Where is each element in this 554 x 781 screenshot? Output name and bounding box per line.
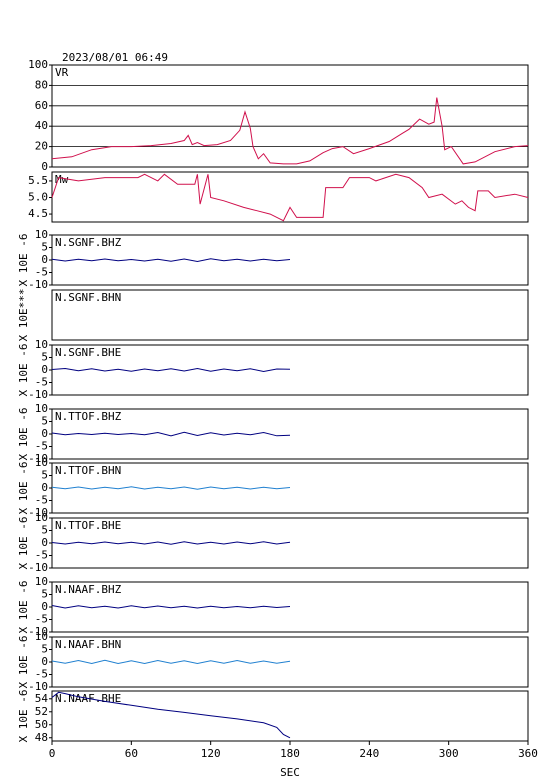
panel-label: N.TTOF.BHZ [55, 410, 122, 423]
panel-frame [51, 462, 529, 514]
y-tick-label: 5 [41, 469, 48, 482]
y-tick-label: -10 [28, 278, 48, 291]
y-tick-label: 5.0 [28, 190, 48, 203]
y-tick-label: -5 [35, 266, 48, 279]
x-tick-label: 60 [125, 747, 138, 760]
y-tick-label: 40 [35, 119, 48, 132]
y-tick-label: 10 [35, 575, 48, 588]
y-tick-label: 48 [35, 731, 48, 744]
trace-line [51, 486, 291, 490]
chart-title: 2023/08/01 06:49 [62, 51, 168, 64]
trace-line [51, 367, 291, 373]
panel-label: VR [55, 66, 69, 79]
panel-frame [51, 64, 529, 168]
panel-label: N.TTOF.BHN [55, 464, 121, 477]
x-tick-label: 120 [201, 747, 221, 760]
y-tick-label: 0 [41, 655, 48, 668]
y-tick-label: -5 [35, 376, 48, 389]
x-tick-label: 300 [439, 747, 459, 760]
y-tick-label: -10 [28, 506, 48, 519]
panel-frame [51, 344, 529, 396]
y-tick-label: -5 [35, 613, 48, 626]
y-tick-label: -5 [35, 549, 48, 562]
y-axis-label: X 10E -6 [17, 408, 30, 461]
trace-line [51, 605, 291, 609]
y-tick-label: 5.5 [28, 174, 48, 187]
y-tick-label: 0 [41, 363, 48, 376]
y-tick-label: 50 [35, 718, 48, 731]
y-tick-label: 54 [35, 692, 49, 705]
y-tick-label: 80 [35, 78, 48, 91]
y-tick-label: 0 [41, 481, 48, 494]
panel-label: N.TTOF.BHE [55, 519, 121, 532]
y-axis-label: X 10E -6 [17, 462, 30, 515]
y-tick-label: 100 [28, 58, 48, 71]
panel-frame [51, 636, 529, 688]
panel-frame [51, 234, 529, 286]
y-tick-label: 60 [35, 99, 48, 112]
panel-label: Mw [55, 173, 69, 186]
y-tick-label: 5 [41, 241, 48, 254]
y-tick-label: -10 [28, 625, 48, 638]
y-axis-label: X 10E -6 [17, 517, 30, 570]
y-tick-label: 20 [35, 140, 48, 153]
panel-frame [51, 171, 529, 223]
y-axis-label: X 10E -6 [17, 581, 30, 634]
x-tick-label: 180 [280, 747, 300, 760]
x-tick-label: 360 [518, 747, 538, 760]
y-tick-label: 0 [41, 253, 48, 266]
panel-frame [51, 289, 529, 341]
y-axis-label: X 10E -6 [17, 234, 30, 287]
trace-line [51, 258, 291, 263]
trace-line [51, 431, 291, 437]
y-tick-label: -5 [35, 440, 48, 453]
y-tick-label: 52 [35, 705, 48, 718]
y-tick-label: 5 [41, 524, 48, 537]
y-axis-label: X 10E -6 [17, 344, 30, 397]
panel-label: N.NAAF.BHN [55, 638, 121, 651]
y-axis-label: X 10E -6 [17, 690, 30, 743]
trace-line [51, 97, 529, 165]
y-tick-label: 5 [41, 643, 48, 656]
y-tick-label: -10 [28, 561, 48, 574]
y-tick-label: 5 [41, 588, 48, 601]
y-tick-label: 0 [41, 160, 48, 173]
y-tick-label: -10 [28, 452, 48, 465]
y-tick-label: 5 [41, 415, 48, 428]
y-tick-label: 10 [35, 511, 48, 524]
panel-label: N.SGNF.BHE [55, 346, 121, 359]
y-tick-label: 10 [35, 630, 48, 643]
y-tick-label: 10 [35, 402, 48, 415]
panel-label: N.SGNF.BHN [55, 291, 121, 304]
x-tick-label: 0 [49, 747, 56, 760]
y-tick-label: 0 [41, 600, 48, 613]
panel-frame [51, 581, 529, 633]
panel-label: N.SGNF.BHZ [55, 236, 122, 249]
x-tick-label: 240 [359, 747, 379, 760]
y-tick-label: 10 [35, 228, 48, 241]
trace-line [51, 173, 529, 222]
y-tick-label: 0 [41, 427, 48, 440]
y-tick-label: -5 [35, 494, 48, 507]
panel-label: N.NAAF.BHZ [55, 583, 122, 596]
y-tick-label: 5 [41, 351, 48, 364]
y-tick-label: -5 [35, 668, 48, 681]
panel-frame [51, 408, 529, 460]
y-tick-label: -10 [28, 388, 48, 401]
panel-frame [51, 690, 529, 742]
trace-line [51, 541, 291, 545]
y-tick-label: 0 [41, 536, 48, 549]
y-tick-label: 10 [35, 338, 48, 351]
trace-line [51, 659, 291, 665]
y-axis-label: X 10E*** [17, 289, 30, 342]
y-axis-label: X 10E -6 [17, 636, 30, 689]
y-tick-label: 10 [35, 456, 48, 469]
x-axis-label: SEC [280, 766, 300, 779]
trace-line [51, 691, 291, 739]
y-tick-label: -10 [28, 680, 48, 693]
y-tick-label: 4.5 [28, 207, 48, 220]
